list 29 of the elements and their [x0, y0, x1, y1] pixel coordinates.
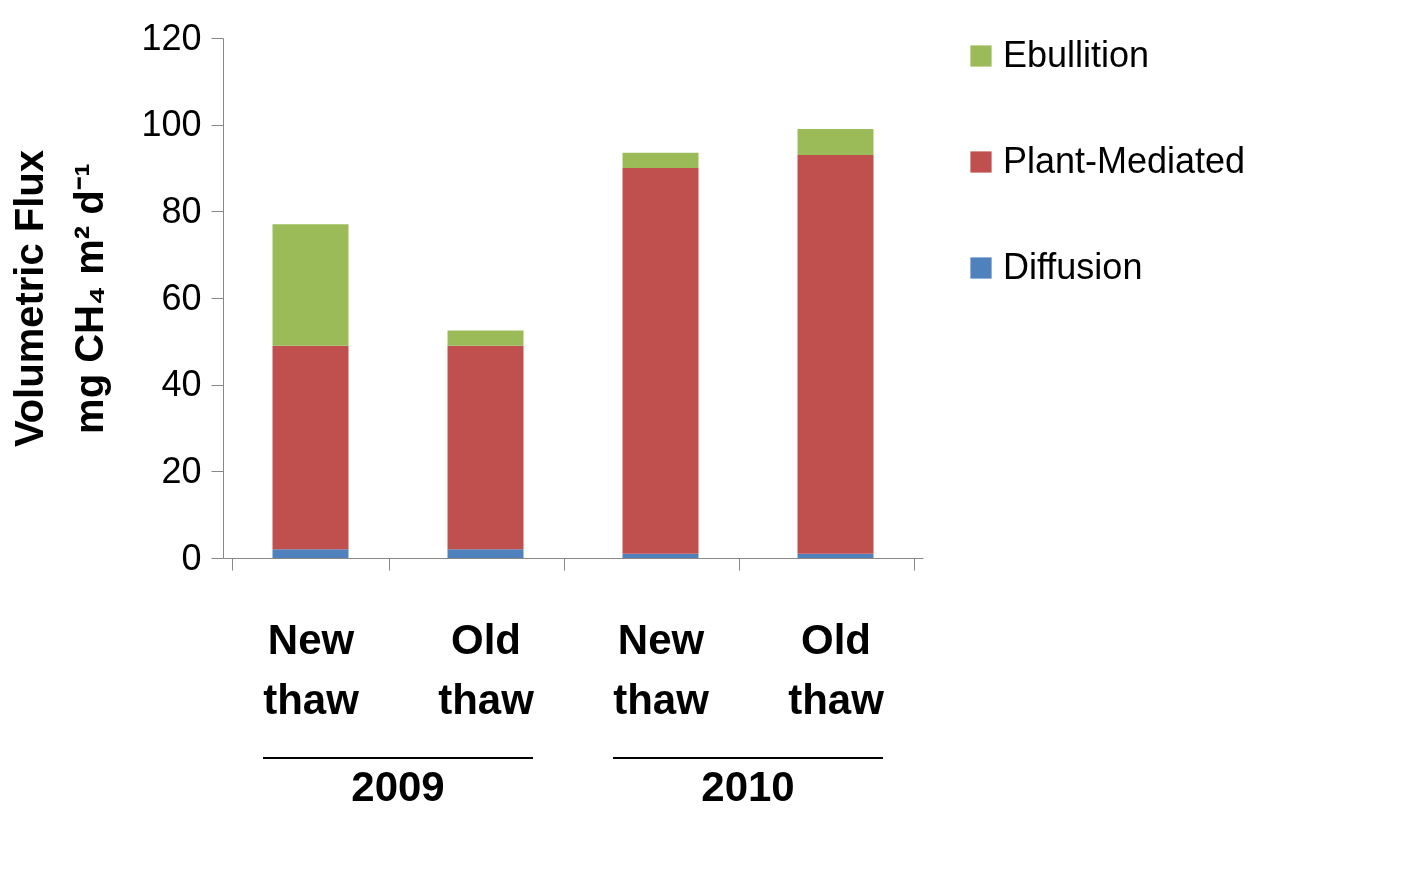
- bar: [622, 152, 699, 168]
- y-tick-label: 80: [161, 189, 202, 231]
- y-tick-label: 120: [141, 16, 202, 58]
- bar: [447, 330, 524, 346]
- bar: [797, 129, 874, 155]
- bar: [272, 345, 349, 550]
- y-axis-title: Volumetric Flux mg CH₄ m² d⁻¹: [7, 149, 112, 448]
- bar: [272, 224, 349, 346]
- x-tick-label: New thaw: [263, 615, 360, 723]
- text: 2010: [701, 763, 795, 810]
- bar: [797, 553, 874, 558]
- bar: [622, 553, 699, 558]
- bar: [272, 549, 349, 558]
- y-tick-label: 40: [161, 363, 202, 405]
- y-tick-label: 0: [181, 536, 202, 578]
- y-tick-label: 20: [161, 449, 202, 491]
- bar: [447, 345, 524, 550]
- y-tick-label: 60: [161, 276, 202, 318]
- text: 2009: [351, 763, 445, 810]
- bar: [797, 155, 874, 554]
- legend-label: Plant-Mediated: [1003, 140, 1246, 181]
- bar: [622, 168, 699, 554]
- x-tick-label: Old thaw: [438, 615, 535, 723]
- legend-label: Ebullition: [1003, 34, 1150, 75]
- x-tick-label: Old thaw: [788, 615, 885, 723]
- x-tick-label: New thaw: [613, 615, 710, 723]
- bar: [447, 549, 524, 558]
- y-tick-label: 100: [141, 103, 202, 145]
- legend-label: Diffusion: [1003, 246, 1143, 287]
